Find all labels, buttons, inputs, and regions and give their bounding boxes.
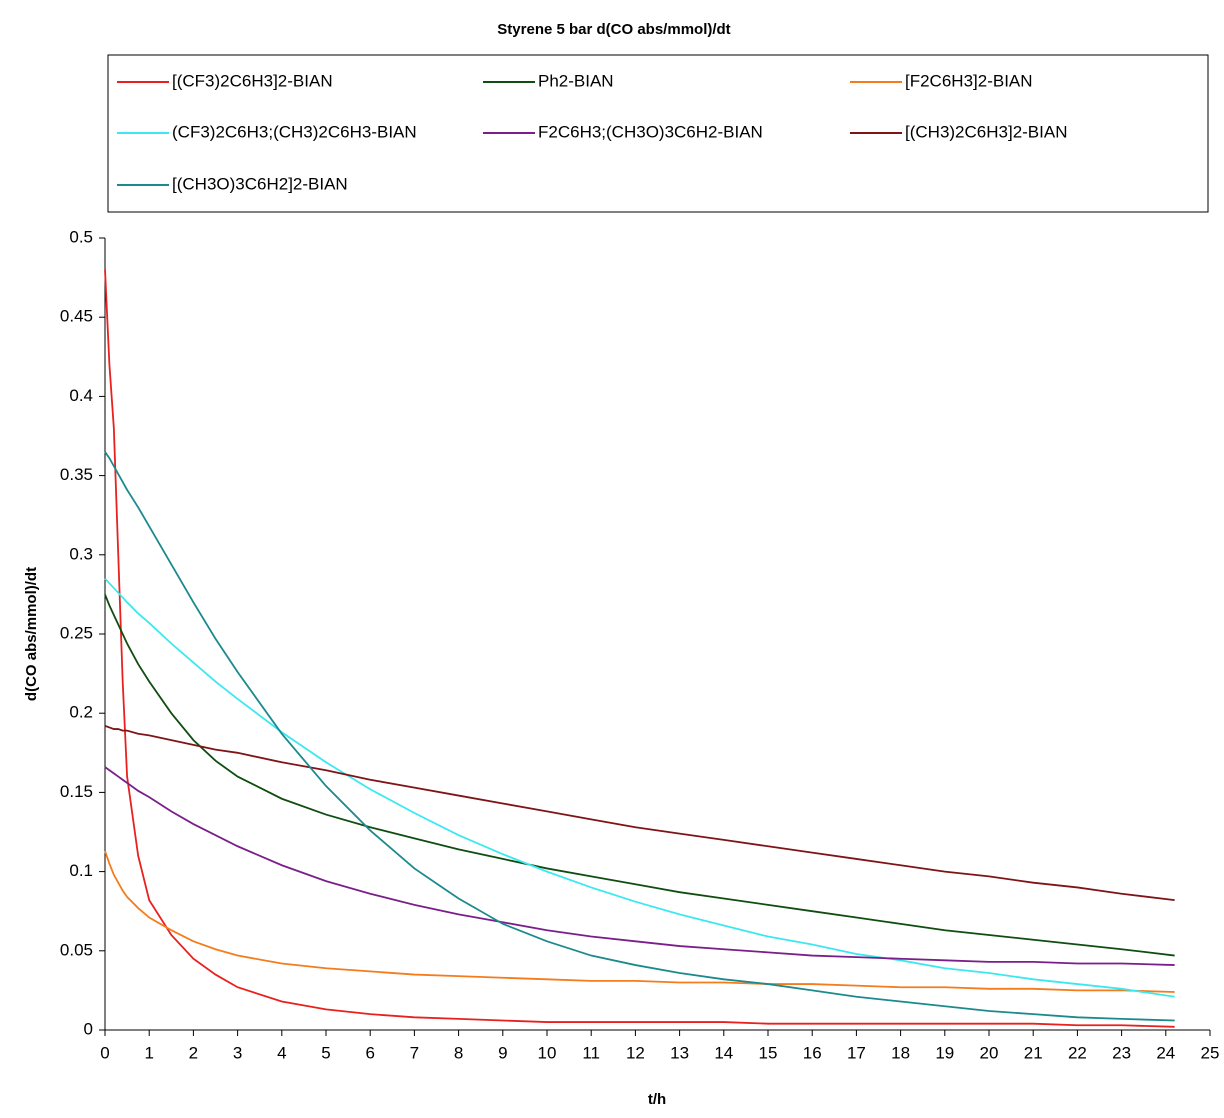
legend-label: [F2C6H3]2-BIAN bbox=[905, 71, 1033, 90]
legend-box bbox=[107, 54, 1209, 213]
x-tick-label: 14 bbox=[714, 1043, 733, 1062]
x-tick-label: 1 bbox=[144, 1043, 153, 1062]
series-line bbox=[104, 850, 1175, 993]
x-tick-label: 23 bbox=[1112, 1043, 1131, 1062]
x-tick-label: 17 bbox=[847, 1043, 866, 1062]
y-tick-label: 0.15 bbox=[60, 782, 93, 801]
series-line bbox=[104, 725, 1175, 902]
x-tick-label: 12 bbox=[626, 1043, 645, 1062]
x-tick-label: 19 bbox=[935, 1043, 954, 1062]
legend-label: (CF3)2C6H3;(CH3)2C6H3-BIAN bbox=[172, 122, 417, 141]
y-tick-label: 0.1 bbox=[69, 861, 93, 880]
x-tick-label: 5 bbox=[321, 1043, 330, 1062]
chart-title: Styrene 5 bar d(CO abs/mmol)/dt bbox=[497, 21, 730, 38]
y-tick-label: 0.05 bbox=[60, 940, 93, 959]
series-line bbox=[104, 577, 1175, 998]
y-tick-label: 0.3 bbox=[69, 544, 93, 563]
x-tick-label: 25 bbox=[1201, 1043, 1220, 1062]
x-tick-label: 15 bbox=[759, 1043, 778, 1062]
x-tick-label: 8 bbox=[454, 1043, 463, 1062]
x-tick-label: 18 bbox=[891, 1043, 910, 1062]
y-tick-label: 0.25 bbox=[60, 623, 93, 642]
x-axis-label: t/h bbox=[648, 1091, 666, 1108]
series-line bbox=[104, 451, 1175, 1022]
x-tick-label: 11 bbox=[582, 1043, 600, 1062]
x-tick-label: 21 bbox=[1024, 1043, 1043, 1062]
x-tick-label: 3 bbox=[233, 1043, 242, 1062]
y-tick-label: 0 bbox=[84, 1019, 93, 1038]
x-tick-label: 6 bbox=[365, 1043, 374, 1062]
x-tick-label: 7 bbox=[410, 1043, 419, 1062]
x-tick-label: 2 bbox=[189, 1043, 198, 1062]
series-line bbox=[104, 594, 1175, 957]
x-tick-label: 10 bbox=[538, 1043, 557, 1062]
y-axis-label: d(CO abs/mmol)/dt bbox=[23, 567, 40, 701]
x-tick-label: 20 bbox=[980, 1043, 999, 1062]
x-tick-label: 4 bbox=[277, 1043, 286, 1062]
legend-label: [(CF3)2C6H3]2-BIAN bbox=[172, 71, 333, 90]
y-tick-label: 0.4 bbox=[69, 386, 93, 405]
x-tick-label: 0 bbox=[100, 1043, 109, 1062]
legend-label: Ph2-BIAN bbox=[538, 71, 614, 90]
x-tick-label: 16 bbox=[803, 1043, 822, 1062]
legend-label: F2C6H3;(CH3O)3C6H2-BIAN bbox=[538, 122, 763, 141]
legend-label: [(CH3)2C6H3]2-BIAN bbox=[905, 122, 1068, 141]
y-tick-label: 0.2 bbox=[69, 703, 93, 722]
y-tick-label: 0.5 bbox=[69, 227, 93, 246]
y-tick-label: 0.45 bbox=[60, 307, 93, 326]
y-tick-label: 0.35 bbox=[60, 465, 93, 484]
series-line bbox=[104, 766, 1175, 966]
series-line bbox=[104, 269, 1175, 1028]
x-tick-label: 13 bbox=[670, 1043, 689, 1062]
legend-label: [(CH3O)3C6H2]2-BIAN bbox=[172, 174, 348, 193]
x-tick-label: 24 bbox=[1156, 1043, 1175, 1062]
x-tick-label: 22 bbox=[1068, 1043, 1087, 1062]
x-tick-label: 9 bbox=[498, 1043, 507, 1062]
